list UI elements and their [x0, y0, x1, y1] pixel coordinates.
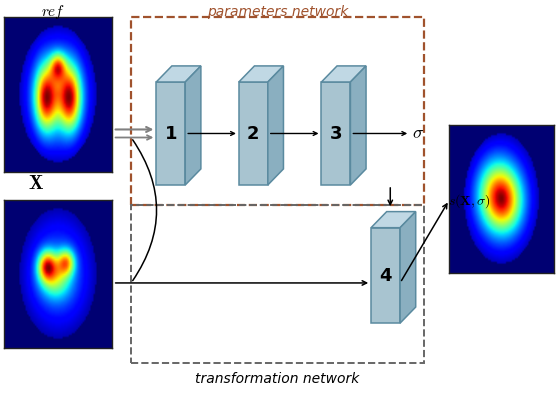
Polygon shape [268, 67, 283, 186]
Bar [131, 18, 424, 206]
Text: $\sigma$: $\sigma$ [412, 124, 425, 142]
Polygon shape [350, 67, 366, 186]
Polygon shape [371, 228, 400, 323]
Polygon shape [321, 83, 350, 186]
Text: $s(\mathbf{X},\sigma)$: $s(\mathbf{X},\sigma)$ [448, 192, 490, 209]
Polygon shape [400, 212, 416, 323]
Text: $\mathbf{X}$: $\mathbf{X}$ [28, 174, 44, 192]
Text: 3: 3 [330, 125, 342, 143]
Polygon shape [156, 67, 201, 83]
Text: 2: 2 [247, 125, 259, 143]
Polygon shape [321, 67, 366, 83]
Polygon shape [239, 83, 268, 186]
Polygon shape [239, 67, 283, 83]
Text: parameters network: parameters network [206, 5, 348, 18]
Text: 1: 1 [165, 125, 177, 143]
Text: 4: 4 [379, 267, 392, 285]
Bar [131, 206, 424, 363]
FancyArrowPatch shape [133, 140, 157, 281]
Polygon shape [185, 67, 201, 186]
Polygon shape [156, 83, 185, 186]
Polygon shape [371, 212, 416, 228]
Text: transformation network: transformation network [195, 371, 359, 385]
Text: $ref$: $ref$ [41, 3, 65, 20]
